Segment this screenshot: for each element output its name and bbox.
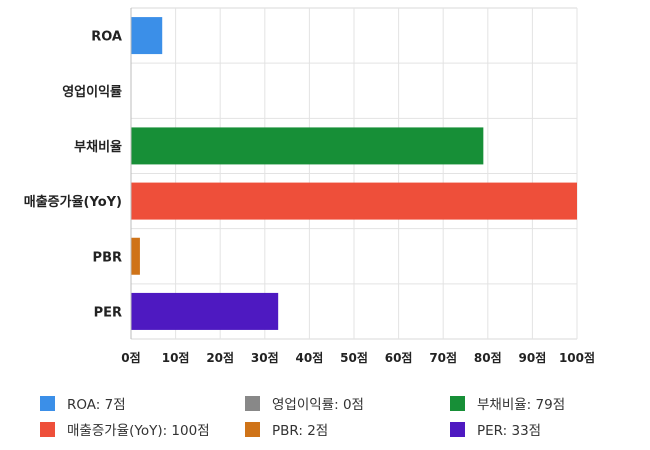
category-label: 매출증가율(YoY)	[24, 194, 122, 210]
legend-swatch	[40, 395, 55, 411]
legend-swatch	[245, 421, 260, 437]
x-tick-label: 10점	[162, 350, 190, 365]
bar-2	[131, 127, 484, 165]
category-label: 부채비율	[74, 139, 122, 155]
x-tick-label: 30점	[251, 350, 279, 365]
category-label: 영업이익률	[62, 84, 122, 100]
x-tick-label: 100점	[559, 350, 595, 365]
x-tick-label: 70점	[429, 350, 457, 365]
legend-swatch	[40, 421, 55, 437]
legend-item[interactable]: 영업이익률: 0점	[245, 393, 364, 413]
x-tick-label: 0점	[121, 350, 140, 365]
legend-item[interactable]: PER: 33점	[450, 419, 541, 439]
chart-grid	[131, 7, 578, 340]
legend-item[interactable]: 부채비율: 79점	[450, 393, 565, 413]
legend-label: 영업이익률: 0점	[272, 397, 364, 413]
bar-3	[131, 182, 577, 220]
legend-swatch	[450, 395, 465, 411]
legend-item[interactable]: ROA: 7점	[40, 393, 126, 413]
x-axis-tick-labels: 0점 10점 20점 30점 40점 50점 60점 70점 80점 90점 100점	[121, 350, 595, 365]
category-label: PER	[94, 305, 122, 320]
x-tick-label: 80점	[474, 350, 502, 365]
bar-5	[131, 292, 279, 330]
category-label: PBR	[93, 250, 122, 265]
bar-0	[131, 17, 163, 55]
x-tick-label: 90점	[519, 350, 547, 365]
x-tick-label: 60점	[385, 350, 413, 365]
category-label: ROA	[91, 30, 122, 45]
legend-label: PER: 33점	[477, 423, 542, 439]
legend-swatch	[245, 395, 260, 411]
chart-bars	[131, 17, 577, 330]
legend-item[interactable]: PBR: 2점	[245, 419, 328, 439]
legend-swatch	[450, 421, 465, 437]
bar-4	[131, 237, 140, 275]
legend-label: ROA: 7점	[67, 397, 126, 413]
x-tick-label: 20점	[206, 350, 234, 365]
legend-item[interactable]: 매출증가율(YoY): 100점	[40, 419, 210, 439]
x-tick-label: 50점	[340, 350, 368, 365]
legend-label: PBR: 2점	[272, 423, 329, 439]
legend-label: 매출증가율(YoY): 100점	[67, 423, 210, 439]
legend-label: 부채비율: 79점	[477, 397, 566, 413]
x-tick-label: 40점	[296, 350, 324, 365]
